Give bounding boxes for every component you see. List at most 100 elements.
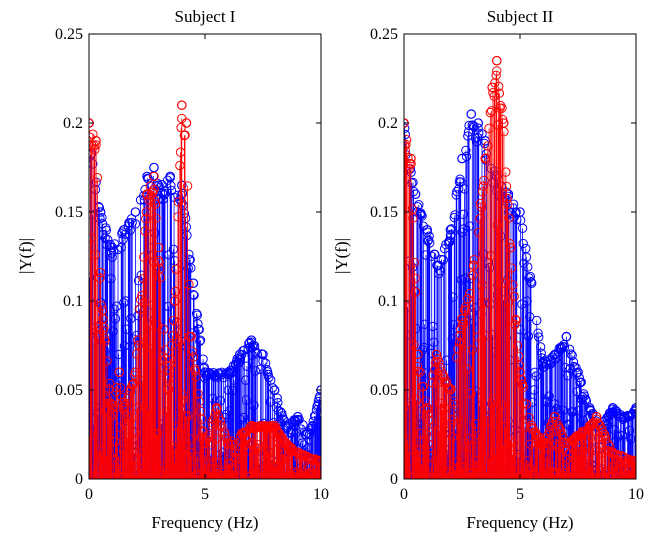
data-point bbox=[142, 189, 152, 199]
stem-marker bbox=[628, 408, 636, 419]
stem-marker bbox=[194, 396, 204, 407]
stem-marker bbox=[535, 342, 546, 352]
stem-marker bbox=[417, 211, 427, 221]
stem-marker bbox=[503, 199, 513, 209]
stem-marker bbox=[195, 335, 206, 345]
stem-marker bbox=[95, 273, 105, 283]
stem-marker bbox=[408, 213, 418, 223]
data-point bbox=[223, 438, 233, 449]
stem-marker bbox=[314, 457, 321, 468]
stem-marker bbox=[194, 324, 204, 335]
stem-marker bbox=[264, 372, 274, 383]
stem-marker bbox=[404, 123, 410, 133]
stem-marker bbox=[555, 425, 566, 435]
y-tick-label: 0.15 bbox=[55, 204, 83, 221]
stem-marker bbox=[186, 263, 196, 273]
data-point bbox=[584, 420, 595, 431]
data-point bbox=[422, 402, 432, 413]
stem-marker bbox=[102, 356, 112, 366]
stem-marker bbox=[249, 400, 259, 411]
stem-marker bbox=[298, 420, 308, 430]
stem-marker bbox=[149, 184, 159, 195]
stem-marker bbox=[495, 100, 506, 111]
stem-marker bbox=[166, 180, 176, 191]
stem-marker bbox=[160, 345, 170, 355]
stem-marker bbox=[574, 372, 584, 383]
stem-marker bbox=[258, 356, 268, 366]
stem-marker bbox=[576, 377, 586, 387]
data-point bbox=[119, 225, 129, 235]
stem-marker bbox=[477, 187, 488, 197]
data-point bbox=[181, 118, 192, 128]
y-tick-label: 0.25 bbox=[370, 26, 398, 43]
stem-marker bbox=[514, 351, 524, 361]
data-point bbox=[538, 358, 548, 369]
stem-marker bbox=[107, 252, 117, 262]
data-point bbox=[607, 447, 618, 458]
stem-marker bbox=[475, 198, 486, 209]
stem-marker bbox=[406, 159, 416, 169]
stem-marker bbox=[435, 362, 445, 373]
data-point bbox=[573, 367, 583, 377]
stem-marker bbox=[511, 207, 521, 217]
stem-marker bbox=[494, 81, 504, 92]
data-point bbox=[445, 225, 456, 235]
stem-marker bbox=[532, 315, 542, 326]
stem-marker bbox=[96, 300, 106, 311]
data-point bbox=[223, 367, 233, 377]
stem-marker bbox=[255, 364, 266, 375]
stem-marker bbox=[177, 395, 188, 405]
stem-marker bbox=[315, 411, 321, 421]
x-axis-label: Frequency (Hz) bbox=[151, 513, 258, 532]
stem-marker bbox=[117, 392, 127, 403]
stem-marker bbox=[102, 240, 112, 250]
stem-marker bbox=[415, 367, 425, 377]
data-point bbox=[515, 367, 525, 377]
stem-marker bbox=[165, 360, 175, 371]
stem-marker bbox=[559, 342, 570, 352]
stem-marker bbox=[521, 252, 532, 262]
data-point bbox=[107, 402, 117, 413]
stem-marker bbox=[424, 231, 434, 241]
y-tick-label: 0.15 bbox=[370, 204, 398, 221]
stem-marker bbox=[501, 181, 512, 192]
data-point bbox=[457, 313, 467, 324]
stem-marker bbox=[521, 399, 532, 409]
stem-marker bbox=[182, 230, 192, 241]
stem-marker bbox=[173, 197, 184, 207]
stem-marker bbox=[629, 459, 636, 470]
y-tick-label: 0.2 bbox=[378, 115, 398, 132]
data-point bbox=[165, 171, 175, 182]
stem-marker bbox=[197, 414, 207, 424]
stem-marker bbox=[439, 372, 449, 382]
x-tick-label: 10 bbox=[628, 486, 644, 503]
stem-marker bbox=[456, 177, 466, 187]
data-point bbox=[561, 331, 572, 342]
data-point bbox=[549, 349, 560, 360]
stem-marker bbox=[95, 267, 106, 278]
data-point bbox=[445, 385, 456, 395]
stem-marker bbox=[408, 340, 419, 350]
data-point bbox=[457, 153, 467, 164]
stem-marker bbox=[314, 394, 321, 404]
data-point bbox=[561, 438, 572, 449]
chart-title: Subject I bbox=[175, 7, 236, 26]
data-point bbox=[269, 420, 280, 431]
stem-marker bbox=[508, 280, 518, 290]
stem-marker bbox=[91, 140, 101, 150]
stem-marker bbox=[463, 294, 473, 304]
stem-marker bbox=[150, 199, 161, 209]
stem-marker bbox=[420, 396, 430, 406]
series-2-stems bbox=[404, 55, 636, 479]
data-point bbox=[163, 385, 173, 395]
data-point bbox=[584, 402, 595, 413]
stem-marker bbox=[118, 234, 128, 245]
data-point bbox=[211, 402, 222, 413]
subplot-subject-ii: 0 0.05 0.1 0.15 0.2 0.25 0 5 10 Subject II Freq… bbox=[332, 7, 644, 532]
stem-marker bbox=[286, 446, 297, 457]
stem-marker bbox=[423, 236, 433, 246]
stem-marker bbox=[504, 238, 515, 249]
y-tick-label: 0 bbox=[390, 471, 398, 488]
stem-marker bbox=[601, 434, 611, 444]
